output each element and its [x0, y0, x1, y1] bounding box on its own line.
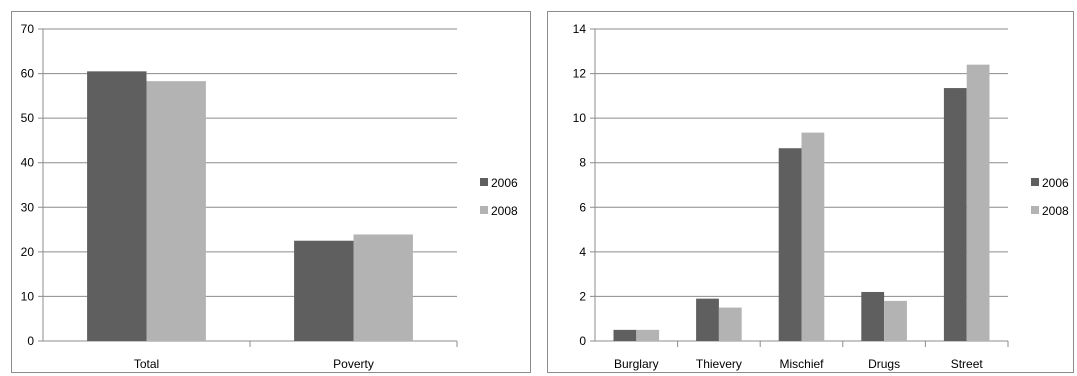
y-tick-label: 10	[573, 111, 587, 125]
x-tick-label: Burglary	[614, 357, 659, 371]
bar-2008-drugs	[884, 300, 907, 341]
y-tick-label: 0	[27, 334, 34, 348]
bar-2006-poverty	[294, 240, 354, 341]
x-tick-label: Poverty	[333, 357, 374, 371]
y-tick-label: 12	[573, 67, 587, 81]
y-tick-label: 2	[579, 289, 586, 303]
x-tick-label: Thievery	[696, 357, 742, 371]
y-tick-label: 10	[21, 289, 35, 303]
y-tick-label: 0	[579, 334, 586, 348]
bar-2008-total	[146, 81, 206, 342]
bar-2006-burglary	[613, 329, 637, 341]
x-tick-label: Drugs	[868, 357, 900, 371]
legend-label: 2006	[491, 176, 518, 190]
bar-2008-thievery	[718, 307, 742, 341]
bar-2008-street	[966, 64, 990, 342]
bar-2006-mischief	[778, 148, 802, 341]
legend-label: 2006	[1042, 176, 1069, 190]
y-tick-label: 4	[579, 245, 586, 259]
y-tick-label: 14	[573, 22, 587, 36]
bar-2008-burglary	[636, 329, 660, 341]
y-tick-label: 30	[21, 200, 35, 214]
bar-2006-total	[87, 71, 147, 341]
x-tick-label: Total	[134, 357, 159, 371]
legend-swatch-2006	[1031, 178, 1039, 186]
bar-2008-poverty	[353, 234, 413, 341]
legend-swatch-2008	[1031, 206, 1039, 214]
y-tick-label: 40	[21, 156, 35, 170]
y-tick-label: 50	[21, 111, 35, 125]
x-tick-label: Street	[951, 357, 984, 371]
legend-swatch-2008	[480, 206, 488, 214]
y-tick-label: 70	[21, 22, 35, 36]
bar-2006-drugs	[861, 291, 885, 341]
bar-2008-mischief	[801, 132, 825, 341]
y-tick-label: 8	[579, 156, 586, 170]
legend-label: 2008	[1042, 204, 1069, 218]
bar-2006-thievery	[696, 298, 719, 341]
legend-label: 2008	[491, 204, 518, 218]
x-tick-label: Mischief	[779, 357, 824, 371]
y-tick-label: 20	[21, 245, 35, 259]
y-tick-label: 60	[21, 67, 35, 81]
y-tick-label: 6	[579, 200, 586, 214]
legend-swatch-2006	[480, 178, 488, 186]
bar-2006-street	[943, 88, 967, 341]
